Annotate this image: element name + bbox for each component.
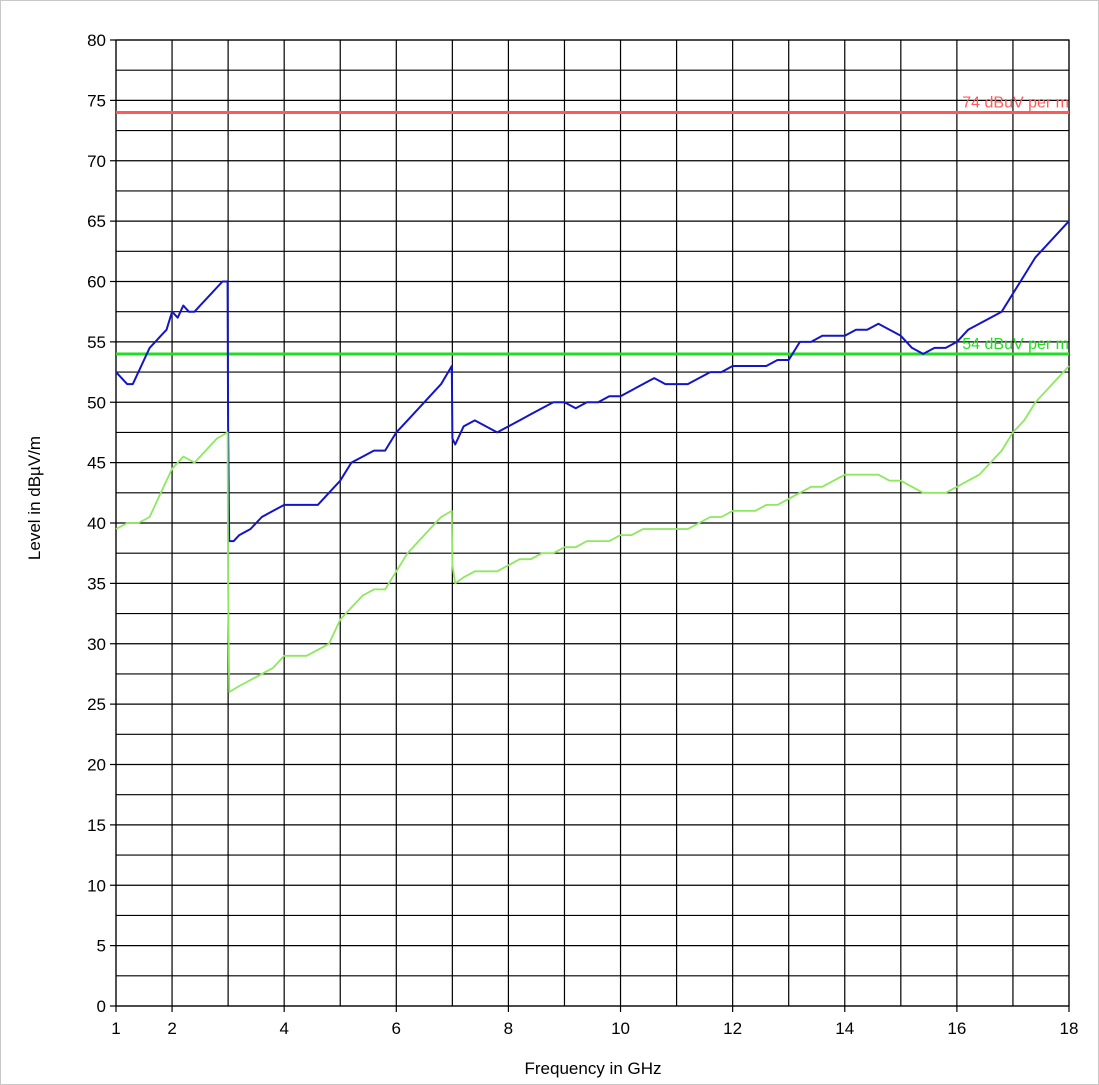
y-axis-title: Level in dBµV/m xyxy=(25,436,44,560)
y-tick-label: 30 xyxy=(87,635,106,654)
series-group xyxy=(115,220,1070,693)
y-tick-label: 75 xyxy=(87,91,106,110)
x-tick-label: 2 xyxy=(167,1019,176,1038)
x-tick-label: 18 xyxy=(1060,1019,1079,1038)
series-line-blue xyxy=(115,220,1070,543)
y-tick-label: 80 xyxy=(87,31,106,50)
limit-label: 54 dBuV per m xyxy=(962,336,1069,353)
y-tick-label: 65 xyxy=(87,212,106,231)
x-tick-label: 12 xyxy=(723,1019,742,1038)
y-tick-label: 15 xyxy=(87,816,106,835)
y-tick-label: 25 xyxy=(87,695,106,714)
y-tick-label: 20 xyxy=(87,756,106,775)
limit-lines: 74 dBuV per m 54 dBuV per m xyxy=(116,94,1069,356)
grid xyxy=(115,39,1070,1007)
y-tick-label: 35 xyxy=(87,574,106,593)
y-tick-label: 45 xyxy=(87,454,106,473)
y-tick-label: 50 xyxy=(87,393,106,412)
y-tick-label: 0 xyxy=(97,997,106,1016)
limit-label: 74 dBuV per m xyxy=(962,94,1069,111)
y-tick-label: 40 xyxy=(87,514,106,533)
y-tick-label: 5 xyxy=(97,937,106,956)
x-axis-title: Frequency in GHz xyxy=(525,1059,662,1078)
x-tick-label: 14 xyxy=(835,1019,854,1038)
x-tick-label: 8 xyxy=(504,1019,513,1038)
x-tick-label: 6 xyxy=(392,1019,401,1038)
y-tick-label: 55 xyxy=(87,333,106,352)
x-tick-label: 16 xyxy=(947,1019,966,1038)
series-line-green xyxy=(115,365,1070,693)
x-tick-label: 1 xyxy=(111,1019,120,1038)
x-tick-label: 4 xyxy=(279,1019,288,1038)
y-tick-label: 60 xyxy=(87,273,106,292)
y-tick-label: 10 xyxy=(87,876,106,895)
x-tick-label: 10 xyxy=(611,1019,630,1038)
y-tick-label: 70 xyxy=(87,152,106,171)
